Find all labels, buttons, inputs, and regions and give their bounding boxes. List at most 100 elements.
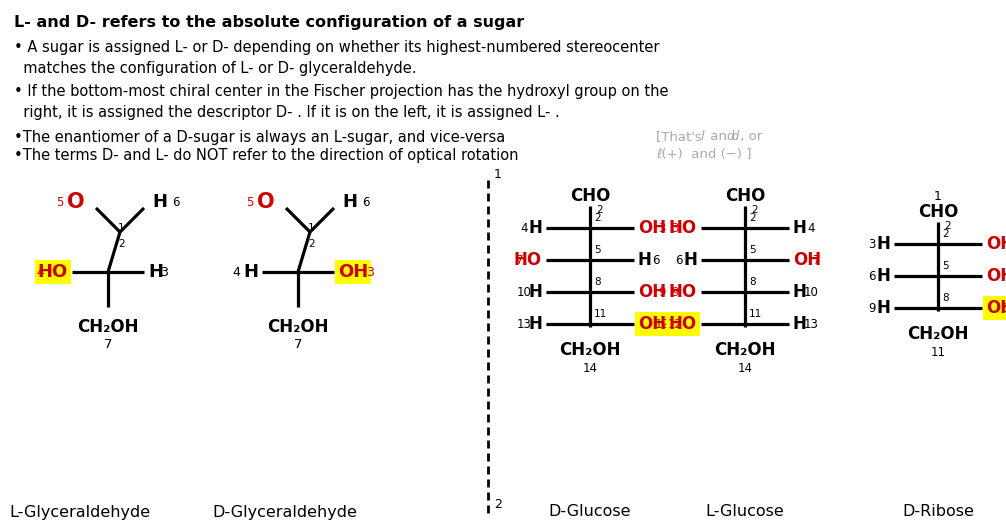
Text: 6: 6	[868, 269, 876, 282]
Text: 9: 9	[868, 302, 876, 314]
Text: H: H	[528, 283, 542, 301]
Text: •The enantiomer of a D-sugar is always an L-sugar, and vice-versa: •The enantiomer of a D-sugar is always a…	[14, 130, 505, 145]
Text: H: H	[876, 299, 890, 317]
Text: • If the bottom-most chiral center in the Fischer projection has the hydroxyl gr: • If the bottom-most chiral center in th…	[14, 84, 669, 120]
Text: 14: 14	[737, 361, 752, 375]
Text: 5: 5	[246, 196, 254, 208]
Text: H: H	[876, 267, 890, 285]
Text: 1: 1	[118, 223, 125, 233]
Text: 10: 10	[516, 286, 531, 298]
Text: 5: 5	[749, 245, 756, 255]
Text: 13: 13	[516, 317, 531, 331]
Text: 2: 2	[749, 213, 756, 223]
Text: 9: 9	[658, 286, 666, 298]
Text: 8: 8	[594, 277, 601, 287]
Text: O: O	[67, 192, 85, 212]
Text: 7: 7	[813, 253, 821, 267]
Text: 5: 5	[56, 196, 63, 208]
Text: L-Glyceraldehyde: L-Glyceraldehyde	[9, 505, 151, 519]
Text: 8: 8	[749, 277, 756, 287]
Text: 9: 9	[671, 286, 679, 298]
Text: H: H	[793, 283, 807, 301]
Text: OH: OH	[338, 263, 368, 281]
Text: 5: 5	[942, 261, 949, 271]
Text: 2: 2	[751, 205, 758, 215]
Text: 11: 11	[594, 309, 608, 319]
Text: OH: OH	[793, 251, 821, 269]
Text: 6: 6	[652, 253, 660, 267]
Text: 3: 3	[671, 222, 679, 234]
Text: 2: 2	[596, 205, 603, 215]
Text: 2: 2	[118, 239, 125, 249]
Text: L-Glucose: L-Glucose	[705, 505, 785, 519]
Text: 3: 3	[160, 266, 168, 278]
Text: 2: 2	[942, 229, 949, 239]
Text: 4: 4	[36, 266, 44, 278]
Text: H: H	[638, 251, 652, 269]
Text: [That's: [That's	[656, 130, 706, 143]
Text: HO: HO	[514, 251, 542, 269]
Text: CH₂OH: CH₂OH	[714, 341, 776, 359]
Text: OH: OH	[638, 283, 666, 301]
Text: CH₂OH: CH₂OH	[907, 325, 969, 343]
Text: OH: OH	[638, 315, 666, 333]
Text: OH: OH	[638, 219, 666, 237]
Text: 7: 7	[516, 253, 524, 267]
Text: CHO: CHO	[917, 203, 958, 221]
Text: 2: 2	[308, 239, 315, 249]
Text: H: H	[153, 193, 168, 211]
Text: HO: HO	[669, 283, 697, 301]
Text: D-Glucose: D-Glucose	[548, 505, 631, 519]
Text: 3: 3	[658, 222, 666, 234]
Text: and: and	[706, 130, 739, 143]
Text: 6: 6	[172, 196, 180, 208]
Text: ℓ(+)  and (−) ]: ℓ(+) and (−) ]	[656, 148, 751, 161]
Text: 3: 3	[868, 237, 875, 251]
Text: OH: OH	[986, 299, 1006, 317]
Text: HO: HO	[38, 263, 68, 281]
Text: 10: 10	[804, 286, 819, 298]
Text: •The terms D- and L- do NOT refer to the direction of optical rotation: •The terms D- and L- do NOT refer to the…	[14, 148, 518, 163]
Text: 4: 4	[807, 222, 815, 234]
Text: 11: 11	[749, 309, 763, 319]
Text: 6: 6	[675, 253, 683, 267]
Text: 4: 4	[520, 222, 528, 234]
Text: 6: 6	[362, 196, 370, 208]
Text: CH₂OH: CH₂OH	[77, 318, 139, 336]
Text: H: H	[528, 315, 542, 333]
Text: CHO: CHO	[724, 187, 766, 205]
Text: CHO: CHO	[569, 187, 611, 205]
Text: 7: 7	[104, 338, 113, 350]
Text: 1: 1	[934, 190, 942, 202]
Text: • A sugar is assigned L- or D- depending on whether its highest-numbered stereoc: • A sugar is assigned L- or D- depending…	[14, 40, 660, 76]
Text: L- and D- refers to the absolute configuration of a sugar: L- and D- refers to the absolute configu…	[14, 15, 524, 30]
Text: , or: , or	[736, 130, 763, 143]
Text: H: H	[528, 219, 542, 237]
Text: H: H	[876, 235, 890, 253]
Text: 1: 1	[494, 169, 502, 181]
Text: H: H	[793, 219, 807, 237]
Text: H: H	[243, 263, 258, 281]
Text: l: l	[701, 130, 704, 143]
Text: CH₂OH: CH₂OH	[268, 318, 329, 336]
Text: H: H	[683, 251, 697, 269]
Text: 4: 4	[232, 266, 240, 278]
Text: 1: 1	[308, 223, 315, 233]
Text: OH: OH	[986, 267, 1006, 285]
Text: 11: 11	[931, 346, 946, 358]
Text: H: H	[342, 193, 357, 211]
Text: OH: OH	[986, 235, 1006, 253]
Text: CH₂OH: CH₂OH	[559, 341, 621, 359]
Text: HO: HO	[669, 219, 697, 237]
Text: H: H	[793, 315, 807, 333]
Text: 10: 10	[1003, 302, 1006, 314]
Text: 5: 5	[594, 245, 601, 255]
Text: 8: 8	[942, 293, 949, 303]
Text: O: O	[258, 192, 275, 212]
Text: 14: 14	[582, 361, 598, 375]
Text: 12: 12	[655, 317, 670, 331]
Text: D-Ribose: D-Ribose	[902, 505, 974, 519]
Text: 2: 2	[944, 221, 951, 231]
Text: d: d	[730, 130, 738, 143]
Text: 12: 12	[668, 317, 682, 331]
